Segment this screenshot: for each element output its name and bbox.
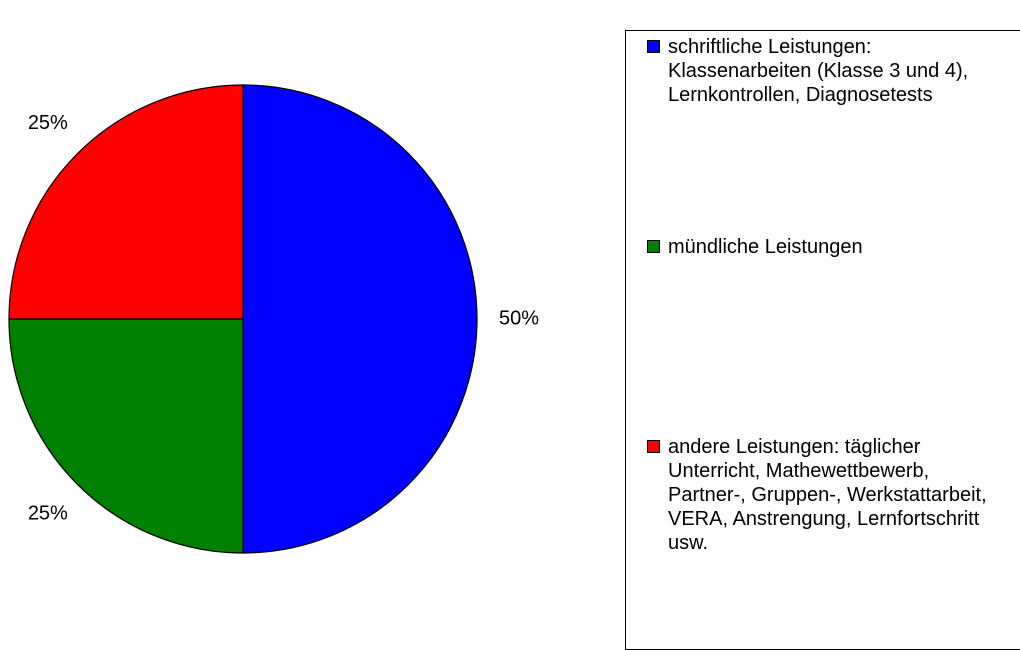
legend-label: schriftliche Leistungen: Klassenarbeiten… [668, 36, 969, 106]
legend-swatch [647, 40, 660, 53]
legend-swatch [647, 440, 660, 453]
legend-entry: andere Leistungen: täglicher Unterricht,… [647, 435, 1010, 555]
data-label: 25% [28, 112, 68, 134]
pie-slice [8, 318, 244, 554]
legend-label: andere Leistungen: täglicher Unterricht,… [668, 436, 987, 554]
data-label: 50% [499, 307, 539, 329]
chart: 50% 25% 25% [8, 84, 539, 554]
page: 50% 25% 25% schriftliche Leistungen: Klass… [8, 30, 1020, 650]
pie-slice [8, 84, 244, 320]
data-label: 25% [28, 502, 68, 524]
legend-label: mündliche Leistungen [668, 236, 863, 258]
legend-entry: mündliche Leistungen [647, 235, 1010, 259]
legend-entry: schriftliche Leistungen: Klassenarbeiten… [647, 35, 1010, 107]
legend: schriftliche Leistungen: Klassenarbeiten… [625, 30, 1020, 650]
legend-swatch [647, 240, 660, 253]
pie-slice [242, 84, 478, 554]
